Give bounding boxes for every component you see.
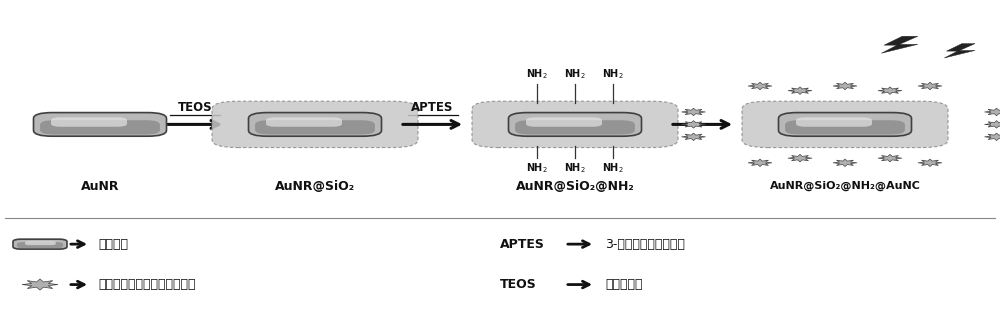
FancyBboxPatch shape xyxy=(51,117,127,127)
Polygon shape xyxy=(833,82,857,90)
FancyBboxPatch shape xyxy=(40,120,160,134)
FancyBboxPatch shape xyxy=(742,101,948,148)
Text: TEOS: TEOS xyxy=(500,278,537,291)
Text: AuNR@SiO₂@NH₂@AuNC: AuNR@SiO₂@NH₂@AuNC xyxy=(770,180,920,191)
Text: NH$_2$: NH$_2$ xyxy=(526,67,548,81)
FancyBboxPatch shape xyxy=(526,117,602,127)
FancyBboxPatch shape xyxy=(25,241,56,245)
Text: TEOS: TEOS xyxy=(178,100,212,114)
Polygon shape xyxy=(918,82,942,90)
FancyBboxPatch shape xyxy=(249,113,382,136)
Polygon shape xyxy=(682,133,706,141)
Text: AuNR@SiO₂: AuNR@SiO₂ xyxy=(275,180,355,193)
Text: APTES: APTES xyxy=(411,100,454,114)
Text: AuNR@SiO₂@NH₂: AuNR@SiO₂@NH₂ xyxy=(516,180,634,193)
Polygon shape xyxy=(984,121,1000,128)
FancyBboxPatch shape xyxy=(255,120,375,134)
FancyBboxPatch shape xyxy=(778,113,912,136)
FancyBboxPatch shape xyxy=(785,120,905,134)
Polygon shape xyxy=(22,279,58,290)
Polygon shape xyxy=(878,155,902,162)
Polygon shape xyxy=(984,108,1000,116)
FancyBboxPatch shape xyxy=(13,239,67,249)
Polygon shape xyxy=(682,108,706,116)
Text: AuNR: AuNR xyxy=(81,180,119,193)
Polygon shape xyxy=(918,159,942,167)
Polygon shape xyxy=(881,36,918,53)
Polygon shape xyxy=(748,159,772,167)
Text: NH$_2$: NH$_2$ xyxy=(526,161,548,175)
Polygon shape xyxy=(984,133,1000,141)
FancyBboxPatch shape xyxy=(515,120,635,134)
FancyBboxPatch shape xyxy=(212,101,418,148)
FancyBboxPatch shape xyxy=(34,113,166,136)
Polygon shape xyxy=(788,155,812,162)
Polygon shape xyxy=(878,87,902,95)
Text: 3-氨丙基三乙氧基硅烷: 3-氨丙基三乙氧基硅烷 xyxy=(605,238,685,251)
Polygon shape xyxy=(944,44,975,58)
Text: 牛血清蛋白修饰的金纳米团簇: 牛血清蛋白修饰的金纳米团簇 xyxy=(98,278,196,291)
Text: NH$_2$: NH$_2$ xyxy=(602,67,624,81)
Text: NH$_2$: NH$_2$ xyxy=(564,67,586,81)
Polygon shape xyxy=(682,121,706,128)
Text: 正硅酸乙酯: 正硅酸乙酯 xyxy=(605,278,642,291)
FancyBboxPatch shape xyxy=(796,117,872,127)
Text: APTES: APTES xyxy=(500,238,545,251)
FancyBboxPatch shape xyxy=(266,117,342,127)
FancyBboxPatch shape xyxy=(17,242,63,248)
Polygon shape xyxy=(748,82,772,90)
FancyBboxPatch shape xyxy=(472,101,678,148)
Polygon shape xyxy=(833,159,857,167)
Text: 金纳米棒: 金纳米棒 xyxy=(98,238,128,251)
FancyBboxPatch shape xyxy=(508,113,642,136)
Text: NH$_2$: NH$_2$ xyxy=(564,161,586,175)
Polygon shape xyxy=(788,87,812,95)
Text: NH$_2$: NH$_2$ xyxy=(602,161,624,175)
